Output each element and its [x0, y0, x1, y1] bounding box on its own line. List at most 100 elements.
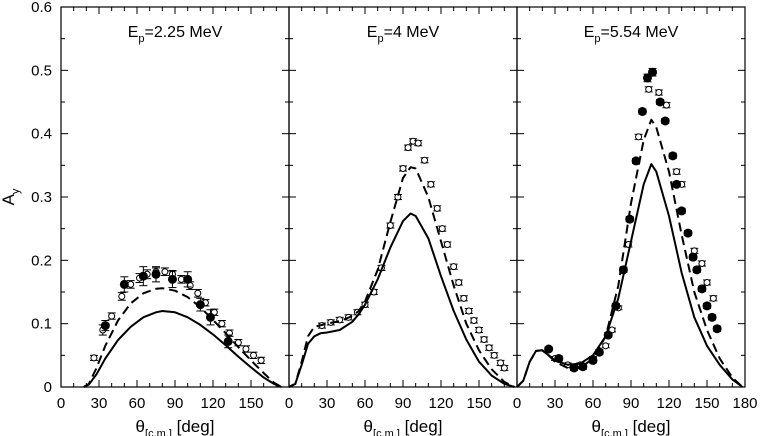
- filled-data-point: [151, 269, 161, 279]
- title-main: E: [128, 24, 139, 41]
- open-data-point: [427, 180, 435, 188]
- title-value: =4 MeV: [384, 24, 440, 41]
- filled-data-point: [697, 284, 707, 294]
- solid-curve: [516, 163, 744, 388]
- y-tick-label: 0.5: [31, 62, 52, 79]
- open-data-point: [635, 133, 643, 141]
- filled-data-point: [688, 252, 698, 262]
- ylabel-main: A: [0, 193, 18, 205]
- xlabel-sub: [c.m.]: [601, 428, 628, 436]
- x-tick-label: 120: [656, 395, 681, 412]
- x-tick-label: 90: [623, 395, 640, 412]
- open-data-point: [414, 139, 422, 147]
- dashed-curve: [83, 287, 282, 388]
- panel-title: Ep=4 MeV: [367, 24, 440, 45]
- open-data-point: [465, 307, 473, 315]
- filled-data-point: [712, 324, 722, 334]
- x-tick-label: 60: [585, 395, 602, 412]
- filled-data-point: [672, 179, 682, 189]
- open-data-point: [118, 292, 126, 300]
- title-value: =2.25 MeV: [144, 24, 222, 41]
- open-data-point: [460, 294, 468, 302]
- open-data-point: [475, 326, 483, 334]
- x-tick-label: 90: [167, 395, 184, 412]
- open-data-point: [108, 312, 116, 320]
- open-data-point: [250, 351, 258, 359]
- filled-data-point: [677, 206, 687, 216]
- xlabel-symbol: θ: [592, 417, 601, 436]
- x-tick-label: 90: [395, 395, 412, 412]
- open-data-point: [602, 342, 610, 350]
- y-tick-label: 0.3: [31, 189, 52, 206]
- open-data-point: [662, 101, 670, 109]
- open-data-point: [703, 279, 711, 286]
- filled-data-point: [119, 279, 129, 289]
- panel-frames: [60, 6, 746, 388]
- open-data-point: [194, 289, 202, 297]
- open-data-point: [480, 336, 488, 343]
- ylabel-sub: y: [10, 188, 22, 194]
- panel-2: 0 30 60 90 120 150 Ep=4 MeV θ[c.m.] [deg]: [285, 6, 518, 436]
- open-data-point: [490, 351, 498, 359]
- filled-data-point: [637, 107, 647, 116]
- x-axis-label: θ[c.m.] [deg]: [592, 417, 671, 436]
- open-data-point: [455, 279, 463, 286]
- x-axis-label: θ[c.m.] [deg]: [136, 417, 215, 436]
- open-data-point: [698, 260, 706, 267]
- xlabel-symbol: θ: [136, 417, 145, 436]
- y-tick-label: 0: [44, 379, 52, 396]
- open-data-point: [645, 85, 653, 93]
- open-data-point: [421, 156, 429, 164]
- panel-title: Ep=2.25 MeV: [128, 24, 223, 45]
- filled-data-point: [167, 274, 177, 284]
- panel-1: 0 30 60 90 120 150 Ep=2.25 MeV θ[c.m.] [deg]: [57, 6, 290, 436]
- open-data-point: [673, 168, 681, 176]
- x-tick-label: 0: [513, 395, 521, 412]
- panel-3: 0 30 60 90 120 150 180 Ep=5.54 MeV θ[c.m.] [deg]: [513, 6, 758, 436]
- x-tick-label: 60: [129, 395, 146, 412]
- xlabel-unit: [deg]: [400, 417, 443, 436]
- open-data-point: [161, 268, 169, 276]
- title-main: E: [367, 24, 378, 41]
- open-data-point: [404, 144, 412, 152]
- panel-frame: [288, 6, 518, 388]
- filled-data-point: [544, 344, 554, 354]
- y-tick-label: 0.6: [31, 0, 52, 16]
- y-tick-label: 0.2: [31, 252, 52, 269]
- x-tick-label: 120: [200, 395, 225, 412]
- open-data-point: [655, 89, 663, 96]
- title-sub: p: [377, 33, 383, 45]
- x-tick-label: 0: [285, 395, 293, 412]
- panel-title: Ep=5.54 MeV: [584, 24, 679, 45]
- x-tick-label: 0: [57, 395, 65, 412]
- xlabel-unit: [deg]: [172, 417, 215, 436]
- filled-data-point: [655, 97, 665, 107]
- x-tick-label: 150: [694, 395, 719, 412]
- dashed-curve: [288, 166, 515, 388]
- y-tick-labels: 0 0.1 0.2 0.3 0.4 0.5 0.6: [31, 0, 52, 396]
- open-data-point: [450, 263, 458, 271]
- open-data-point: [242, 345, 250, 353]
- y-axis-label: Ay: [0, 188, 22, 205]
- x-tick-label: 30: [91, 395, 108, 412]
- x-tick-label: 150: [466, 395, 491, 412]
- title-sub: p: [594, 33, 600, 45]
- x-tick-label: 30: [547, 395, 564, 412]
- x-tick-label: 150: [238, 395, 263, 412]
- open-data-point: [90, 354, 98, 362]
- filled-data-point: [138, 271, 148, 281]
- panel-frame: [60, 6, 290, 388]
- x-tick-label: 120: [428, 395, 453, 412]
- x-tick-label: 180: [732, 395, 757, 412]
- x-tick-label: 30: [319, 395, 336, 412]
- xlabel-unit: [deg]: [628, 417, 671, 436]
- open-data-point: [438, 225, 446, 233]
- filled-data-point: [183, 274, 193, 284]
- filled-data-point: [702, 301, 712, 311]
- xlabel-symbol: θ: [364, 417, 373, 436]
- open-data-point: [485, 344, 493, 352]
- y-tick-label: 0.4: [31, 126, 52, 143]
- open-data-point: [386, 222, 394, 229]
